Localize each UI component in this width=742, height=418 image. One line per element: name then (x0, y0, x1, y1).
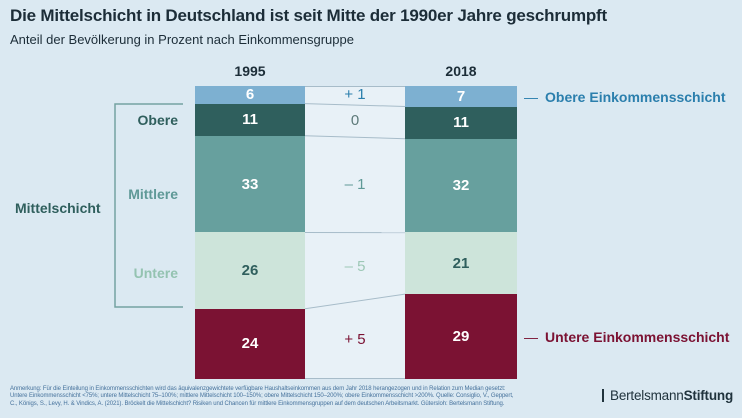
legend-obere-einkommensschicht: — Obere Einkommensschicht (524, 89, 726, 105)
bertelsmann-stiftung-logo: BertelsmannStiftung (602, 388, 733, 403)
segment-obere-mittelschicht-1995: 11 (195, 103, 305, 136)
legend-dash-icon: — (524, 329, 538, 345)
segment-untere-mittelschicht-1995: 26 (195, 232, 305, 309)
bar-1995: 6 11 33 26 24 (195, 86, 305, 379)
change-mittlere-mittelschicht: – 1 (344, 176, 366, 193)
footnote-line: C., Königs, S., Levy, H. & Vindics, A. (… (10, 400, 505, 407)
segment-untere-einkommensschicht-2018: 29 (405, 293, 517, 379)
logo-brand-bold: Stiftung (683, 388, 734, 403)
change-obere-einkommensschicht: + 1 (344, 86, 366, 103)
logo-bar-icon (602, 389, 605, 402)
change-untere-mittelschicht: – 5 (344, 258, 366, 275)
segment-value: 21 (452, 254, 470, 272)
label-mittelschicht: Mittelschicht (15, 200, 101, 216)
connector-lines-icon (305, 86, 405, 379)
segment-mittlere-mittelschicht-1995: 33 (195, 135, 305, 233)
segment-value: 24 (241, 335, 259, 353)
segment-value: 29 (452, 327, 470, 345)
legend-dash-icon: — (524, 89, 538, 105)
segment-value: 6 (245, 86, 255, 104)
segment-mittlere-mittelschicht-2018: 32 (405, 138, 517, 233)
segment-value: 7 (456, 87, 466, 105)
page-subtitle: Anteil der Bevölkerung in Prozent nach E… (10, 32, 354, 47)
footnote: Anmerkung: Für die Einteilung in Einkomm… (10, 386, 514, 408)
segment-value: 33 (241, 175, 259, 193)
change-obere-mittelschicht: 0 (350, 112, 360, 129)
legend-untere-einkommensschicht: — Untere Einkommensschicht (524, 329, 729, 345)
column-header-1995: 1995 (234, 63, 266, 79)
change-untere-einkommensschicht: + 5 (344, 331, 366, 348)
change-column: + 1 0 – 1 – 5 + 5 (305, 86, 405, 379)
label-untere: Untere (133, 265, 178, 281)
legend-label: Untere Einkommensschicht (545, 329, 730, 345)
logo-brand: Bertelsmann (610, 388, 684, 403)
footnote-line: Untere Einkommensschicht <75%; untere Mi… (10, 393, 514, 400)
label-obere: Obere (137, 112, 178, 128)
legend-label: Obere Einkommensschicht (545, 89, 726, 105)
column-header-2018: 2018 (445, 63, 477, 79)
bar-2018: 7 11 32 21 29 (405, 86, 517, 379)
segment-obere-einkommensschicht-1995: 6 (195, 86, 305, 104)
page-title: Die Mittelschicht in Deutschland ist sei… (10, 6, 607, 25)
segment-untere-einkommensschicht-1995: 24 (195, 308, 305, 379)
segment-obere-einkommensschicht-2018: 7 (405, 86, 517, 107)
segment-untere-mittelschicht-2018: 21 (405, 232, 517, 294)
segment-value: 11 (453, 114, 469, 132)
segment-value: 32 (452, 177, 470, 195)
segment-obere-mittelschicht-2018: 11 (405, 106, 517, 139)
mittelschicht-bracket-icon (114, 103, 184, 314)
segment-value: 26 (241, 262, 259, 280)
segment-value: 11 (242, 111, 258, 129)
label-mittlere: Mittlere (128, 186, 178, 202)
footnote-line: Anmerkung: Für die Einteilung in Einkomm… (10, 386, 506, 392)
